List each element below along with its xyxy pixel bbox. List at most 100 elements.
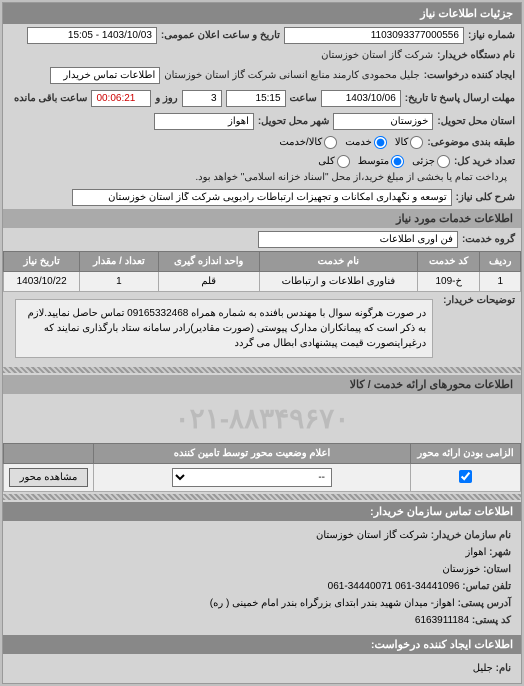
services-table-header-row: ردیف کد خدمت نام خدمت واحد اندازه گیری ت… <box>4 252 521 272</box>
creator-name-value: جلیل <box>473 663 493 674</box>
axis-th-2 <box>4 444 94 464</box>
row-deadline: مهلت ارسال پاسخ تا تاریخ: ساعت روز و ساع… <box>3 87 521 110</box>
contact-header: اطلاعات تماس سازمان خریدار: <box>3 502 521 521</box>
org-label: نام سازمان خریدار: <box>431 530 511 541</box>
class-opt-b[interactable]: خدمت <box>345 136 387 149</box>
panel-title: جزئیات اطلاعات نیاز <box>3 3 521 24</box>
need-no-input[interactable] <box>284 27 464 44</box>
group-input[interactable] <box>258 231 458 248</box>
contact-info-block: نام سازمان خریدار: شرکت گاز استان خوزستا… <box>3 521 521 635</box>
row-need-number: شماره نیاز: تاریخ و ساعت اعلان عمومی: <box>3 24 521 47</box>
group-label: گروه خدمت: <box>462 234 515 245</box>
volume-note: پرداخت تمام یا بخشی از مبلغ خرید،از محل … <box>195 172 507 183</box>
class-radio-b[interactable] <box>374 136 387 149</box>
row-service-group: گروه خدمت: <box>3 228 521 251</box>
view-axis-button[interactable]: مشاهده محور <box>9 468 89 487</box>
vol-radio-c[interactable] <box>337 155 350 168</box>
table-row[interactable]: 1 خ-109 فناوری اطلاعات و ارتباطات قلم 1 … <box>4 272 521 292</box>
class-radio-group: کالا خدمت کالا/خدمت <box>279 136 423 149</box>
th-1: کد خدمت <box>417 252 479 272</box>
vol-opt-a[interactable]: جزئی <box>412 155 450 168</box>
c-phone-value: 34441096-061 34440071-061 <box>328 581 460 592</box>
vol-opt-c[interactable]: کلی <box>318 155 349 168</box>
td-0: 1 <box>480 272 521 292</box>
days-label: روز و <box>155 93 177 104</box>
org-value: شرکت گاز استان خوزستان <box>316 530 428 541</box>
province-input[interactable] <box>333 113 433 130</box>
datetime-input[interactable] <box>27 27 157 44</box>
vol-opt-b[interactable]: متوسط <box>358 155 404 168</box>
province-label: استان محل تحویل: <box>437 116 515 127</box>
td-4: 1 <box>80 272 158 292</box>
divider-hatched <box>3 367 521 373</box>
creator-header: اطلاعات ایجاد کننده درخواست: <box>3 635 521 654</box>
class-label: طبقه بندی موضوعی: <box>427 137 515 148</box>
vol-radio-a[interactable] <box>437 155 450 168</box>
td-2: فناوری اطلاعات و ارتباطات <box>259 272 417 292</box>
creator-value: جلیل محمودی کارمند منابع انسانی شرکت گاز… <box>164 70 419 81</box>
axis-status-select[interactable]: -- <box>172 468 332 487</box>
city-input[interactable] <box>154 113 254 130</box>
time-label: ساعت <box>290 93 317 104</box>
row-buyer-notes: توضیحات خریدار: در صورت هرگونه سوال با م… <box>3 292 521 365</box>
c-province-label: استان: <box>483 564 511 575</box>
contact-link-input[interactable] <box>50 67 160 84</box>
class-radio-c[interactable] <box>324 136 337 149</box>
buyer-notes-label: توضیحات خریدار: <box>443 295 515 306</box>
services-table: ردیف کد خدمت نام خدمت واحد اندازه گیری ت… <box>3 251 521 292</box>
axis-status-cell: -- <box>94 464 411 492</box>
th-2: نام خدمت <box>259 252 417 272</box>
th-4: تعداد / مقدار <box>80 252 158 272</box>
need-title-label: شرح کلی نیاز: <box>456 192 515 203</box>
volume-radio-group: جزئی متوسط کلی <box>318 155 450 168</box>
row-volume: تعداد خرید کل: جزئی متوسط کلی پرداخت تما… <box>3 152 521 186</box>
c-city-value: اهواز <box>466 547 487 558</box>
creator-name-label: نام: <box>496 663 511 674</box>
deadline-label: مهلت ارسال پاسخ تا تاریخ: <box>405 93 515 104</box>
timer-input[interactable] <box>91 90 151 107</box>
need-no-label: شماره نیاز: <box>468 30 515 41</box>
buyer-notes-text: در صورت هرگونه سوال با مهندس بافنده به ش… <box>15 299 433 358</box>
divider-hatched-2 <box>3 494 521 500</box>
td-3: قلم <box>158 272 259 292</box>
axis-table: الزامی بودن ارائه محور اعلام وضعیت محور … <box>3 443 521 492</box>
td-1: خ-109 <box>417 272 479 292</box>
need-title-input[interactable] <box>72 189 452 206</box>
row-buyer-org: نام دستگاه خریدار: شرکت گاز استان خوزستا… <box>3 47 521 64</box>
c-province-value: خوزستان <box>442 564 480 575</box>
td-5: 1403/10/22 <box>4 272 80 292</box>
axis-th-1: اعلام وضعیت محور توسط تامین کننده <box>94 444 411 464</box>
class-opt-a[interactable]: کالا <box>395 136 424 149</box>
creator-info-block: نام: جلیل <box>3 654 521 683</box>
c-postcode-label: کد پستی: <box>472 615 511 626</box>
axis-table-header-row: الزامی بودن ارائه محور اعلام وضعیت محور … <box>4 444 521 464</box>
creator-label: ایجاد کننده درخواست: <box>424 70 515 81</box>
axis-required-checkbox[interactable] <box>459 470 472 483</box>
row-classification: طبقه بندی موضوعی: کالا خدمت کالا/خدمت <box>3 133 521 152</box>
c-city-label: شهر: <box>489 547 511 558</box>
c-address-label: آدرس پستی: <box>458 598 511 609</box>
city-label: شهر محل تحویل: <box>258 116 330 127</box>
axis-header: اطلاعات محورهای ارائه خدمت / کالا <box>3 375 521 394</box>
services-header: اطلاعات خدمات مورد نیاز <box>3 209 521 228</box>
row-creator: ایجاد کننده درخواست: جلیل محمودی کارمند … <box>3 64 521 87</box>
axis-th-0: الزامی بودن ارائه محور <box>411 444 521 464</box>
c-address-value: اهواز- میدان شهید بندر ابتدای بزرگراه بن… <box>210 598 455 609</box>
class-opt-c[interactable]: کالا/خدمت <box>279 136 337 149</box>
th-0: ردیف <box>480 252 521 272</box>
buyer-org-label: نام دستگاه خریدار: <box>437 50 515 61</box>
row-location: استان محل تحویل: شهر محل تحویل: <box>3 110 521 133</box>
c-postcode-value: 6163911184 <box>415 615 469 626</box>
watermark-phone: ۰۲۱-۸۸۳۴۹۶۷۰ <box>3 394 521 443</box>
deadline-time-input[interactable] <box>226 90 286 107</box>
row-need-title: شرح کلی نیاز: <box>3 186 521 209</box>
buyer-org-value: شرکت گاز استان خوزستان <box>321 50 433 61</box>
class-radio-a[interactable] <box>410 136 423 149</box>
axis-required-cell <box>411 464 521 492</box>
c-phone-label: تلفن تماس: <box>462 581 511 592</box>
days-input[interactable] <box>182 90 222 107</box>
deadline-date-input[interactable] <box>321 90 401 107</box>
axis-table-row: -- مشاهده محور <box>4 464 521 492</box>
volume-label: تعداد خرید کل: <box>454 156 515 167</box>
vol-radio-b[interactable] <box>391 155 404 168</box>
